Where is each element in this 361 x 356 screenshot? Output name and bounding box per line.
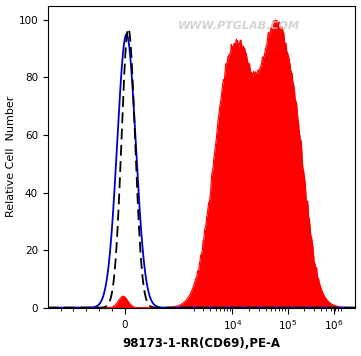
- X-axis label: 98173-1-RR(CD69),PE-A: 98173-1-RR(CD69),PE-A: [123, 337, 280, 350]
- Text: WWW.PTGLAB.COM: WWW.PTGLAB.COM: [178, 21, 300, 31]
- Y-axis label: Relative Cell  Number: Relative Cell Number: [5, 96, 16, 217]
